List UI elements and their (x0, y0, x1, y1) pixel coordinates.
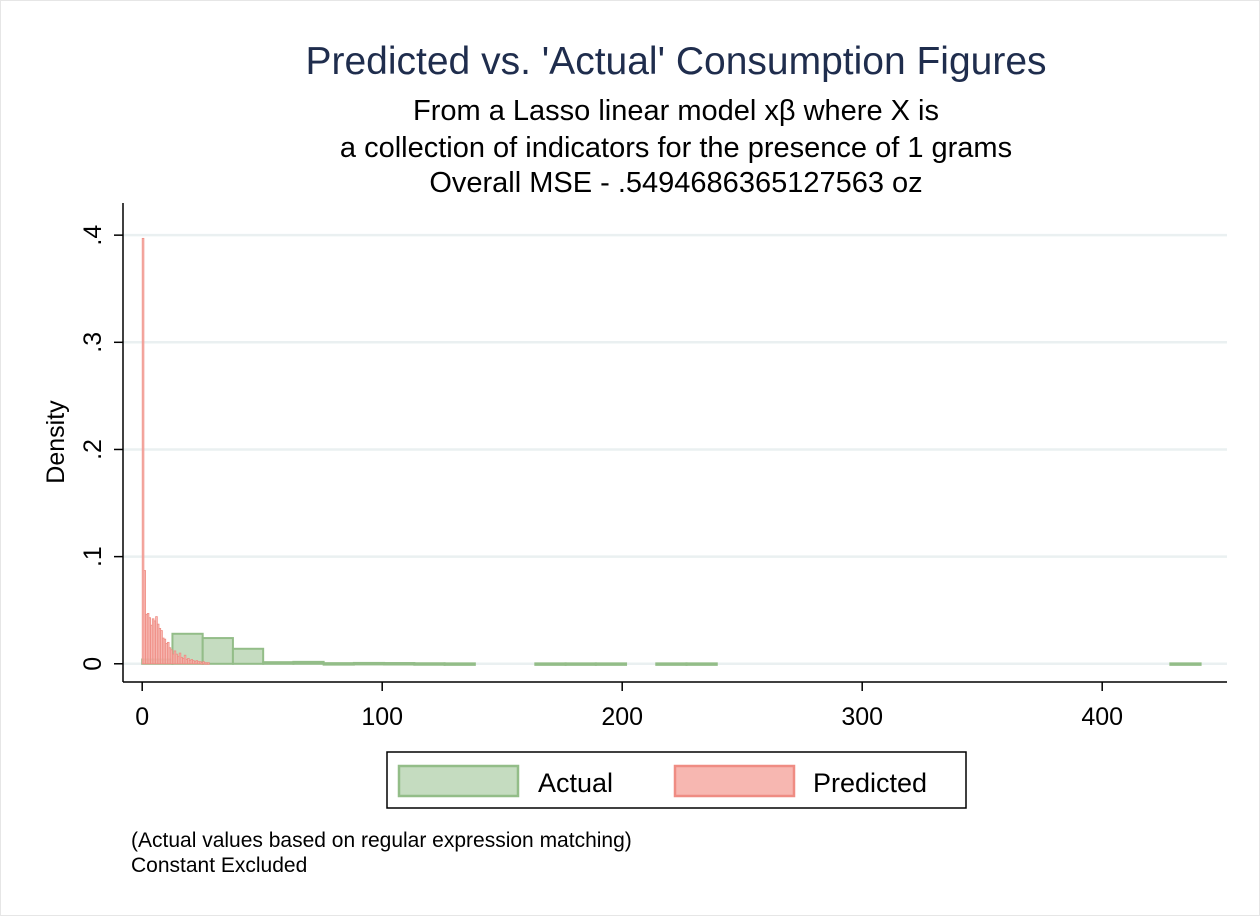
actual-bar-7 (352, 661, 386, 666)
predicted-bar-0 (141, 237, 145, 665)
y-tick-label-4: .4 (79, 225, 107, 246)
y-axis-label: Density (42, 400, 70, 484)
y-axis-ticks: 0 .1 .2 .3 .4 (79, 225, 123, 671)
predicted-histogram (141, 237, 210, 665)
y-tick-label-0: 0 (79, 657, 107, 671)
legend-label-actual: Actual (538, 768, 613, 798)
chart-title: Predicted vs. 'Actual' Consumption Figur… (305, 40, 1046, 83)
actual-histogram (141, 632, 1202, 666)
x-tick-label-0: 0 (135, 703, 149, 731)
legend-swatch-actual (397, 764, 520, 798)
x-tick-label-1: 100 (361, 703, 403, 731)
actual-bar-16 (1169, 662, 1202, 666)
x-tick-label-2: 200 (601, 703, 643, 731)
actual-bar-4 (262, 661, 295, 665)
x-axis-ticks: 0 100 200 300 400 (135, 682, 1123, 731)
legend-swatch-predicted (673, 764, 796, 798)
note-line-2: Constant Excluded (131, 854, 307, 877)
y-tick-label-2: .2 (79, 439, 107, 460)
y-tick-label-3: .3 (79, 332, 107, 353)
note-line-1: (Actual values based on regular expressi… (131, 829, 632, 852)
actual-bar-9 (413, 662, 446, 666)
actual-bar-12 (564, 662, 597, 666)
actual-bar-6 (322, 662, 355, 666)
actual-bar-13 (594, 662, 628, 666)
chart-subtitle-line-3: Overall MSE - .5494686365127563 oz (429, 167, 922, 199)
grid-lines (123, 233, 1227, 666)
chart-subtitle-line-1: From a Lasso linear model xβ where X is (413, 95, 939, 127)
actual-bar-2 (201, 637, 234, 665)
actual-bar-3 (231, 647, 265, 665)
actual-bar-5 (292, 660, 325, 665)
predicted-bar-39 (207, 662, 210, 665)
legend-label-predicted: Predicted (813, 768, 927, 798)
x-tick-label-4: 400 (1081, 703, 1123, 731)
actual-bar-11 (534, 662, 567, 666)
actual-bar-14 (655, 662, 688, 666)
x-tick-label-3: 300 (841, 703, 883, 731)
actual-bar-10 (443, 662, 476, 666)
y-tick-label-1: .1 (79, 546, 107, 567)
chart-subtitle-line-2: a collection of indicators for the prese… (340, 132, 1012, 164)
legend: Actual Predicted (386, 751, 967, 809)
actual-bar-15 (685, 662, 718, 666)
actual-bar-8 (383, 662, 416, 666)
